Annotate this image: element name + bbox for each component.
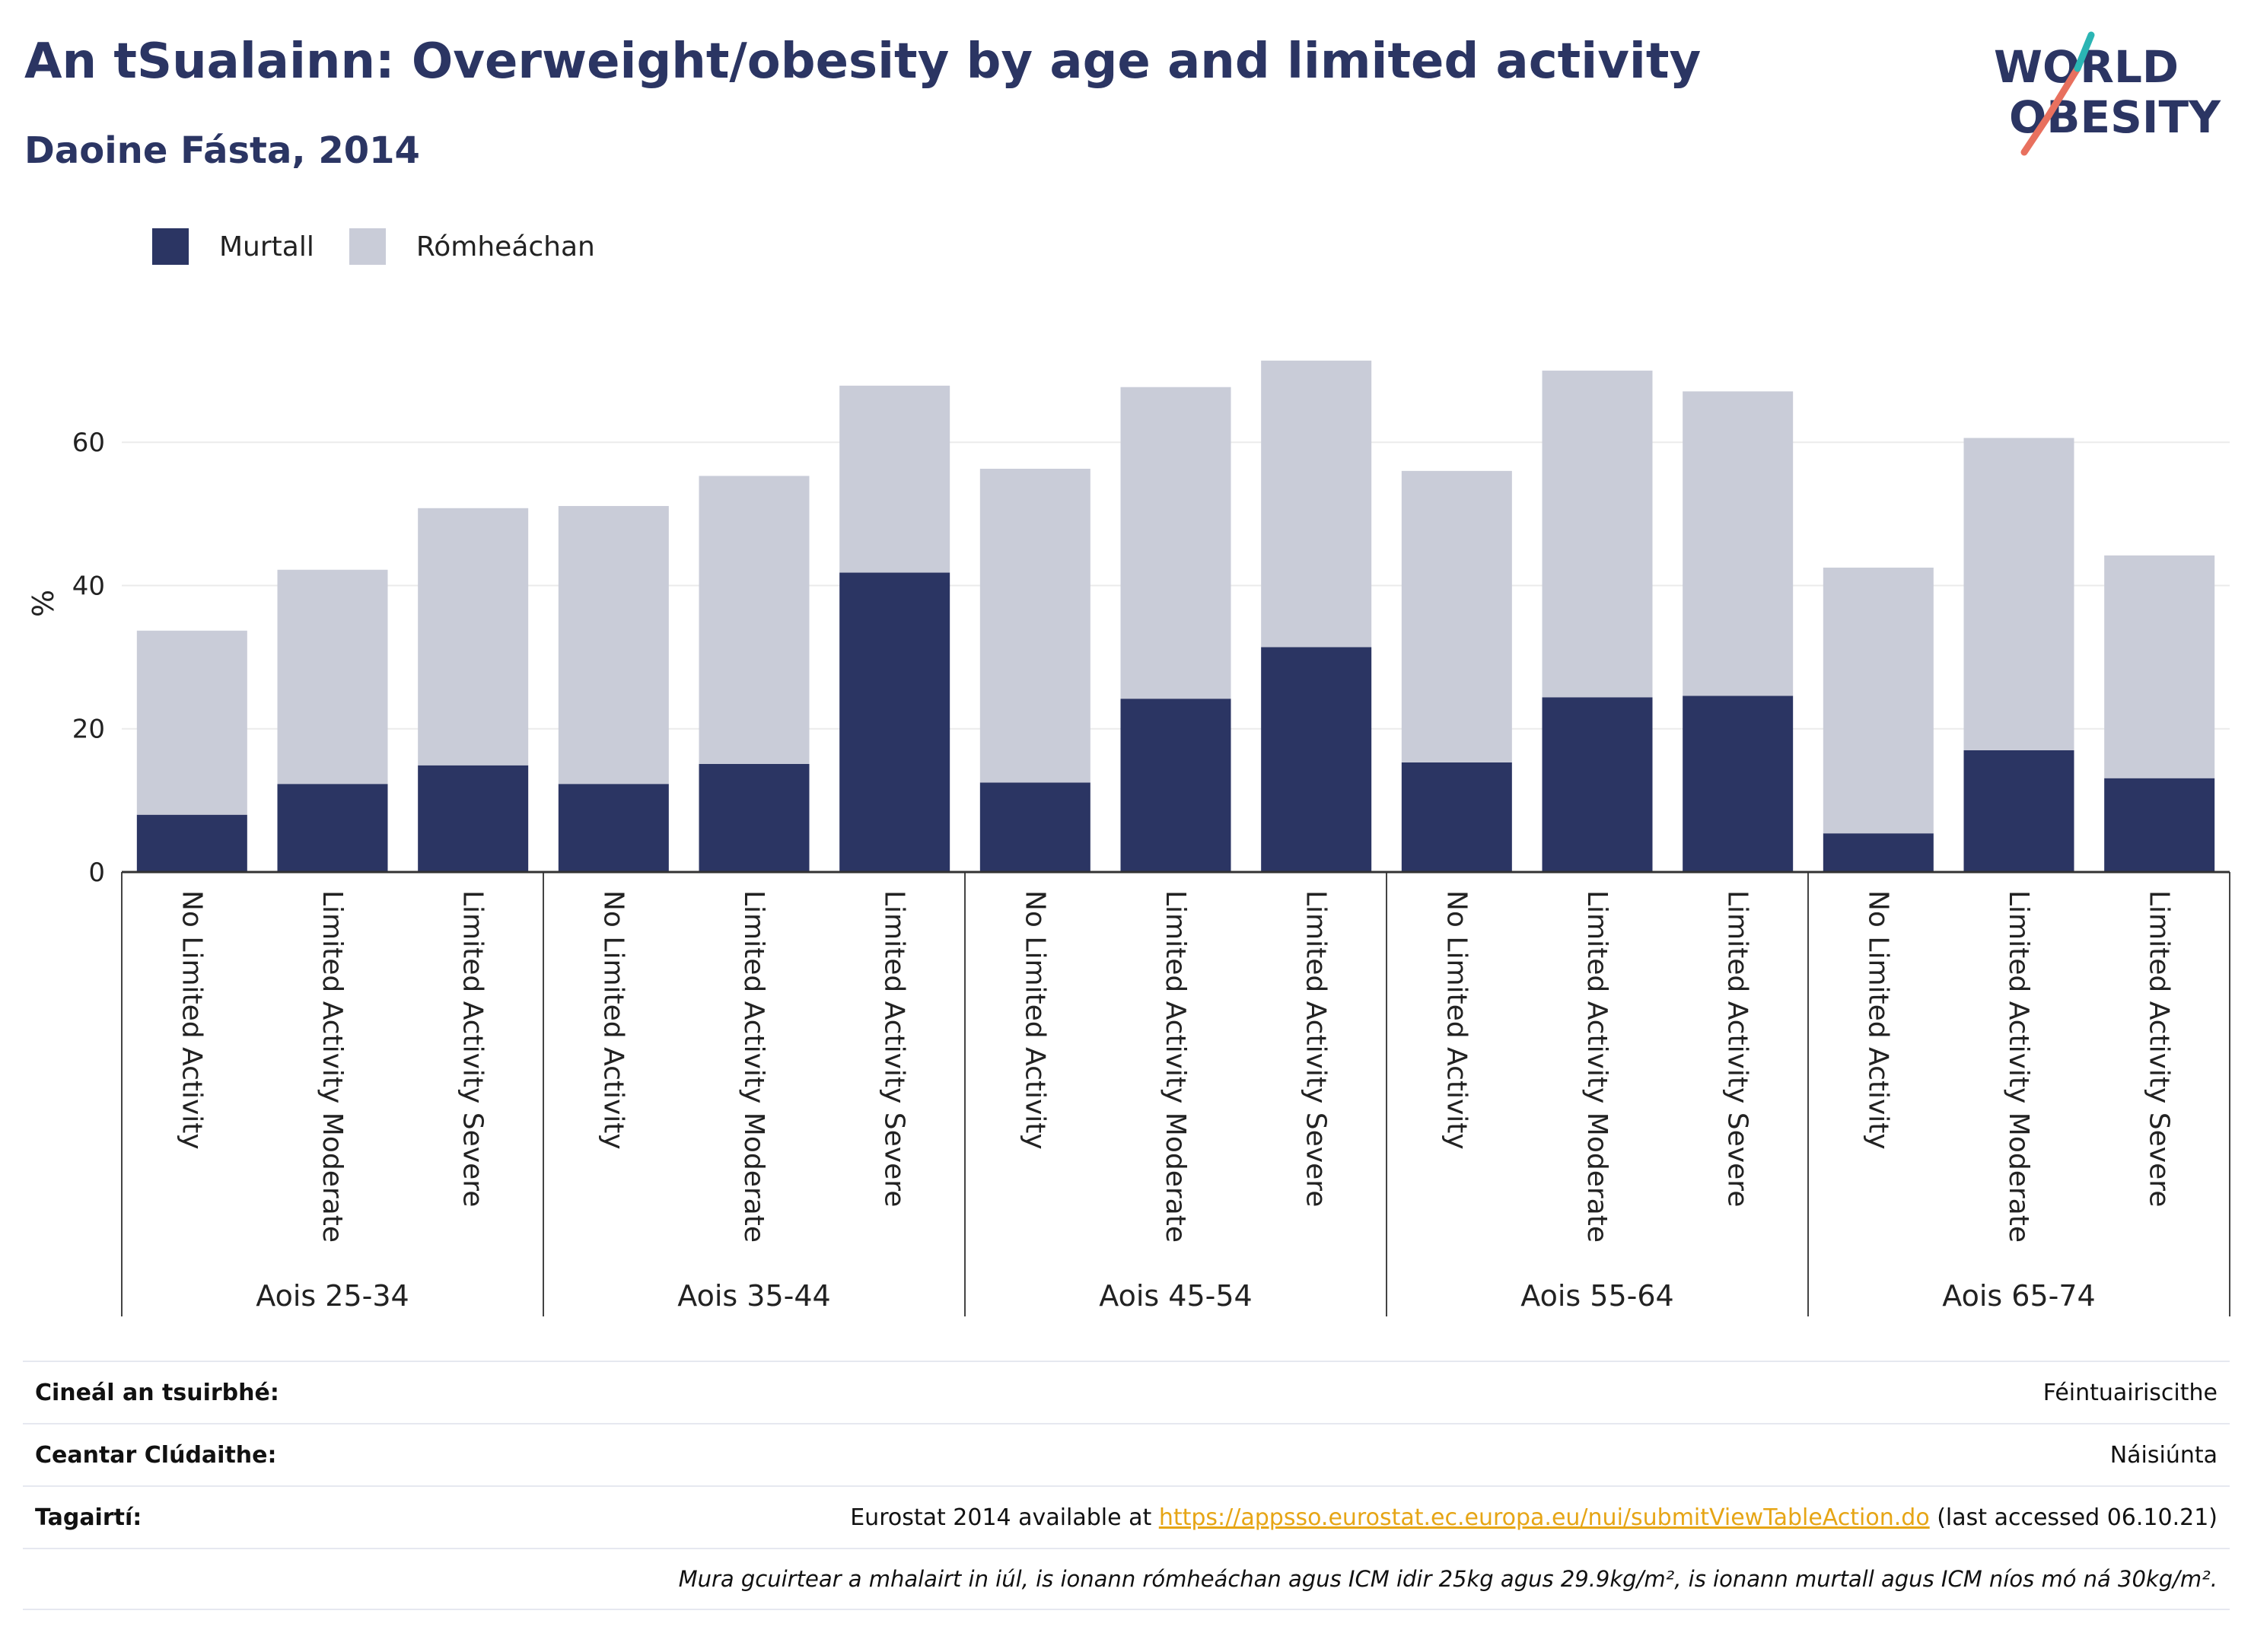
area-covered-label: Ceantar Clúdaithe: <box>35 1441 277 1469</box>
references-value: Eurostat 2014 available at https://appss… <box>850 1504 2218 1531</box>
bar-obese <box>1542 697 1653 872</box>
bar-obese <box>979 782 1090 872</box>
x-tick-label: No Limited Activity <box>1019 890 1050 1150</box>
x-tick-label: Limited Activity Severe <box>457 890 489 1207</box>
survey-type-label: Cineál an tsuirbhé: <box>35 1379 279 1406</box>
x-tick-label: Limited Activity Severe <box>1301 890 1332 1207</box>
bar-obese <box>1261 647 1372 872</box>
bar-obese <box>418 765 529 872</box>
chart-legend: Murtall Rómheáchan <box>152 225 630 268</box>
bar-obese <box>699 763 810 872</box>
bar-overweight <box>277 569 388 785</box>
y-tick-label: 20 <box>72 715 105 745</box>
references-link[interactable]: https://appsso.eurostat.ec.europa.eu/nui… <box>1158 1504 1930 1531</box>
info-row-area: Ceantar Clúdaithe: Náisiúnta <box>23 1423 2230 1485</box>
x-tick-label: Limited Activity Moderate <box>317 890 348 1243</box>
group-label: Aois 65-74 <box>1942 1279 2095 1313</box>
references-prefix: Eurostat 2014 available at <box>850 1504 1159 1531</box>
x-tick-label: No Limited Activity <box>176 890 207 1150</box>
legend-label-obese: Murtall <box>219 231 314 263</box>
bar-overweight <box>979 469 1090 783</box>
area-covered-value: Náisiúnta <box>2109 1441 2218 1469</box>
info-row-survey: Cineál an tsuirbhé: Féintuairiscithe <box>23 1361 2230 1423</box>
bar-obese <box>839 572 950 872</box>
x-tick-label: Limited Activity Severe <box>1722 890 1753 1207</box>
info-row-note: Mura gcuirtear a mhalairt in iúl, is ion… <box>23 1548 2230 1610</box>
x-tick-label: Limited Activity Moderate <box>2003 890 2034 1243</box>
info-row-references: Tagairtí: Eurostat 2014 available at htt… <box>23 1485 2230 1548</box>
references-suffix: (last accessed 06.10.21) <box>1929 1504 2218 1531</box>
legend-swatch-overweight <box>349 228 386 265</box>
group-label: Aois 45-54 <box>1099 1279 1252 1313</box>
bar-obese <box>277 784 388 872</box>
logo-slash-coral <box>2045 65 2081 119</box>
chart-title: An tSualainn: Overweight/obesity by age … <box>24 33 1702 90</box>
bar-overweight <box>1401 470 1512 762</box>
bar-overweight <box>839 385 950 573</box>
group-label: Aois 35-44 <box>677 1279 830 1313</box>
bar-chart: 0 20 40 60% No Limited Activity Limited Activ… <box>27 360 2230 1316</box>
bar-obese <box>1963 750 2074 872</box>
bar-obese <box>558 784 669 872</box>
x-tick-label: No Limited Activity <box>1441 890 1472 1150</box>
x-tick-label: Limited Activity Moderate <box>1581 890 1613 1243</box>
bar-overweight <box>2104 555 2215 778</box>
bar-obese <box>2104 778 2215 872</box>
x-tick-label: Limited Activity Moderate <box>738 890 769 1243</box>
bar-overweight <box>418 508 529 766</box>
survey-type-value: Féintuairiscithe <box>2042 1379 2218 1406</box>
logo-line2: OBESITY <box>2009 91 2221 143</box>
bar-obese <box>1120 699 1231 872</box>
x-tick-label: No Limited Activity <box>597 890 629 1150</box>
info-table: Cineál an tsuirbhé: Féintuairiscithe Cea… <box>23 1361 2230 1610</box>
y-tick-label: 60 <box>72 428 105 458</box>
chart-subtitle: Daoine Fásta, 2014 <box>24 129 420 172</box>
logo-slash-teal <box>2074 31 2095 72</box>
bar-overweight <box>1120 387 1231 699</box>
x-tick-label: Limited Activity Severe <box>2144 890 2175 1207</box>
legend-item-obese[interactable]: Murtall <box>152 228 314 265</box>
bar-overweight <box>1963 438 2074 750</box>
x-tick-label: No Limited Activity <box>1862 890 1893 1150</box>
group-label: Aois 55-64 <box>1520 1279 1673 1313</box>
legend-label-overweight: Rómheáchan <box>415 231 595 263</box>
legend-item-overweight[interactable]: Rómheáchan <box>349 228 595 265</box>
bar-overweight <box>558 505 669 785</box>
y-tick-label: 40 <box>72 571 105 601</box>
y-axis-label: % <box>27 590 60 617</box>
bar-obese <box>1823 833 1934 872</box>
references-label: Tagairtí: <box>35 1504 142 1531</box>
bar-obese <box>1683 695 1794 872</box>
world-obesity-logo: WORLD OBESITY <box>1979 30 2237 160</box>
bar-overweight <box>1823 567 1934 834</box>
bar-overweight <box>1542 371 1653 698</box>
bar-overweight <box>136 630 247 815</box>
x-tick-label: Limited Activity Moderate <box>1160 890 1191 1243</box>
definition-note: Mura gcuirtear a mhalairt in iúl, is ion… <box>678 1566 2218 1592</box>
logo-slash-coral-lower <box>2020 112 2052 156</box>
legend-swatch-obese <box>152 228 189 265</box>
bar-overweight <box>1683 391 1794 696</box>
x-tick-label: Limited Activity Severe <box>879 890 910 1207</box>
bar-obese <box>1401 762 1512 872</box>
bar-overweight <box>699 476 810 764</box>
group-label: Aois 25-34 <box>256 1279 409 1313</box>
bar-obese <box>136 814 247 872</box>
bar-overweight <box>1261 360 1372 648</box>
y-tick-label: 0 <box>88 858 105 888</box>
